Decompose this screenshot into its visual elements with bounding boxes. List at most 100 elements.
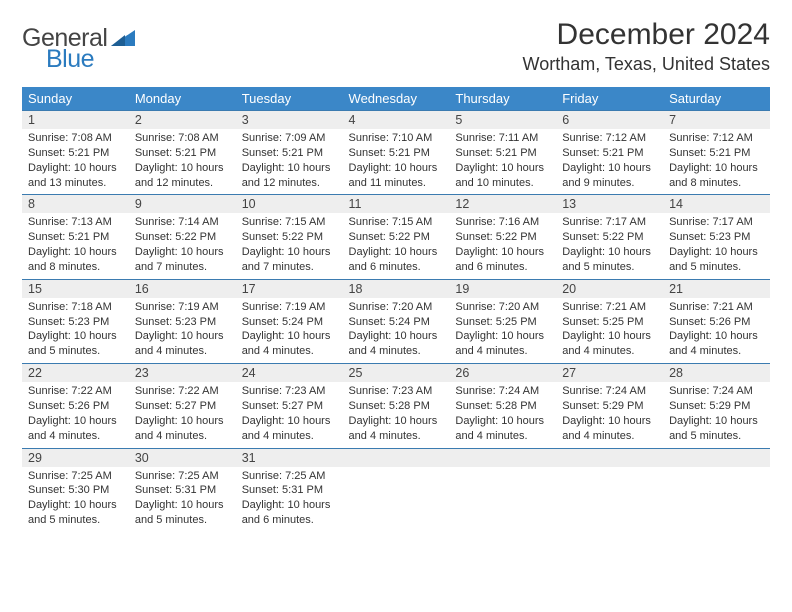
daylight-line: Daylight: 10 hours and 5 minutes. (28, 329, 123, 359)
weekday-header: Tuesday (236, 87, 343, 111)
day-number: 2 (129, 111, 236, 129)
sunrise-line: Sunrise: 7:11 AM (455, 131, 550, 146)
day-body: Sunrise: 7:17 AMSunset: 5:22 PMDaylight:… (556, 213, 663, 278)
sunset-line: Sunset: 5:21 PM (349, 146, 444, 161)
calendar-week-row: 29Sunrise: 7:25 AMSunset: 5:30 PMDayligh… (22, 448, 770, 532)
sunrise-line: Sunrise: 7:18 AM (28, 300, 123, 315)
sunrise-line: Sunrise: 7:13 AM (28, 215, 123, 230)
daylight-line: Daylight: 10 hours and 5 minutes. (135, 498, 230, 528)
sunset-line: Sunset: 5:21 PM (28, 146, 123, 161)
day-number: 27 (556, 364, 663, 382)
day-body: Sunrise: 7:17 AMSunset: 5:23 PMDaylight:… (663, 213, 770, 278)
weekday-header: Wednesday (343, 87, 450, 111)
daylight-line: Daylight: 10 hours and 7 minutes. (135, 245, 230, 275)
sunset-line: Sunset: 5:28 PM (349, 399, 444, 414)
day-number: 10 (236, 195, 343, 213)
sunrise-line: Sunrise: 7:23 AM (242, 384, 337, 399)
calendar-day-cell: 18Sunrise: 7:20 AMSunset: 5:24 PMDayligh… (343, 279, 450, 363)
daylight-line: Daylight: 10 hours and 5 minutes. (28, 498, 123, 528)
daylight-line: Daylight: 10 hours and 4 minutes. (28, 414, 123, 444)
daylight-line: Daylight: 10 hours and 4 minutes. (455, 414, 550, 444)
calendar-empty-cell (556, 448, 663, 532)
day-body: Sunrise: 7:14 AMSunset: 5:22 PMDaylight:… (129, 213, 236, 278)
daylight-line: Daylight: 10 hours and 4 minutes. (135, 414, 230, 444)
calendar-day-cell: 9Sunrise: 7:14 AMSunset: 5:22 PMDaylight… (129, 195, 236, 279)
calendar-day-cell: 20Sunrise: 7:21 AMSunset: 5:25 PMDayligh… (556, 279, 663, 363)
sunset-line: Sunset: 5:22 PM (135, 230, 230, 245)
location: Wortham, Texas, United States (523, 54, 770, 75)
daylight-line: Daylight: 10 hours and 4 minutes. (349, 414, 444, 444)
day-body: Sunrise: 7:08 AMSunset: 5:21 PMDaylight:… (129, 129, 236, 194)
day-body: Sunrise: 7:16 AMSunset: 5:22 PMDaylight:… (449, 213, 556, 278)
calendar-week-row: 8Sunrise: 7:13 AMSunset: 5:21 PMDaylight… (22, 195, 770, 279)
day-body: Sunrise: 7:21 AMSunset: 5:25 PMDaylight:… (556, 298, 663, 363)
logo: General Blue (22, 26, 135, 72)
calendar-day-cell: 12Sunrise: 7:16 AMSunset: 5:22 PMDayligh… (449, 195, 556, 279)
calendar-day-cell: 11Sunrise: 7:15 AMSunset: 5:22 PMDayligh… (343, 195, 450, 279)
calendar-day-cell: 13Sunrise: 7:17 AMSunset: 5:22 PMDayligh… (556, 195, 663, 279)
calendar-day-cell: 27Sunrise: 7:24 AMSunset: 5:29 PMDayligh… (556, 364, 663, 448)
day-number: 14 (663, 195, 770, 213)
sunset-line: Sunset: 5:21 PM (135, 146, 230, 161)
calendar-day-cell: 4Sunrise: 7:10 AMSunset: 5:21 PMDaylight… (343, 111, 450, 195)
calendar-day-cell: 16Sunrise: 7:19 AMSunset: 5:23 PMDayligh… (129, 279, 236, 363)
day-number: 19 (449, 280, 556, 298)
day-number: 31 (236, 449, 343, 467)
sunset-line: Sunset: 5:21 PM (242, 146, 337, 161)
day-number: 7 (663, 111, 770, 129)
calendar-day-cell: 15Sunrise: 7:18 AMSunset: 5:23 PMDayligh… (22, 279, 129, 363)
sunrise-line: Sunrise: 7:12 AM (669, 131, 764, 146)
sunrise-line: Sunrise: 7:20 AM (455, 300, 550, 315)
sunset-line: Sunset: 5:25 PM (562, 315, 657, 330)
sunset-line: Sunset: 5:21 PM (562, 146, 657, 161)
daylight-line: Daylight: 10 hours and 4 minutes. (242, 329, 337, 359)
day-number (343, 449, 450, 467)
sunrise-line: Sunrise: 7:10 AM (349, 131, 444, 146)
calendar-day-cell: 29Sunrise: 7:25 AMSunset: 5:30 PMDayligh… (22, 448, 129, 532)
weekday-header: Sunday (22, 87, 129, 111)
daylight-line: Daylight: 10 hours and 4 minutes. (349, 329, 444, 359)
day-body: Sunrise: 7:21 AMSunset: 5:26 PMDaylight:… (663, 298, 770, 363)
sunrise-line: Sunrise: 7:15 AM (349, 215, 444, 230)
day-body: Sunrise: 7:18 AMSunset: 5:23 PMDaylight:… (22, 298, 129, 363)
calendar-day-cell: 21Sunrise: 7:21 AMSunset: 5:26 PMDayligh… (663, 279, 770, 363)
calendar-day-cell: 30Sunrise: 7:25 AMSunset: 5:31 PMDayligh… (129, 448, 236, 532)
daylight-line: Daylight: 10 hours and 8 minutes. (669, 161, 764, 191)
day-body: Sunrise: 7:25 AMSunset: 5:31 PMDaylight:… (129, 467, 236, 532)
day-body: Sunrise: 7:12 AMSunset: 5:21 PMDaylight:… (663, 129, 770, 194)
calendar-day-cell: 2Sunrise: 7:08 AMSunset: 5:21 PMDaylight… (129, 111, 236, 195)
sunrise-line: Sunrise: 7:08 AM (135, 131, 230, 146)
day-body: Sunrise: 7:23 AMSunset: 5:28 PMDaylight:… (343, 382, 450, 447)
day-number (449, 449, 556, 467)
sunrise-line: Sunrise: 7:19 AM (242, 300, 337, 315)
header: General Blue December 2024 Wortham, Texa… (22, 18, 770, 75)
calendar-week-row: 15Sunrise: 7:18 AMSunset: 5:23 PMDayligh… (22, 279, 770, 363)
day-number: 26 (449, 364, 556, 382)
sunset-line: Sunset: 5:30 PM (28, 483, 123, 498)
calendar-empty-cell (663, 448, 770, 532)
daylight-line: Daylight: 10 hours and 10 minutes. (455, 161, 550, 191)
sunrise-line: Sunrise: 7:17 AM (669, 215, 764, 230)
weekday-header: Monday (129, 87, 236, 111)
daylight-line: Daylight: 10 hours and 4 minutes. (562, 329, 657, 359)
sunset-line: Sunset: 5:28 PM (455, 399, 550, 414)
day-body: Sunrise: 7:11 AMSunset: 5:21 PMDaylight:… (449, 129, 556, 194)
sunset-line: Sunset: 5:31 PM (242, 483, 337, 498)
day-body: Sunrise: 7:24 AMSunset: 5:29 PMDaylight:… (663, 382, 770, 447)
sunrise-line: Sunrise: 7:19 AM (135, 300, 230, 315)
day-body: Sunrise: 7:24 AMSunset: 5:28 PMDaylight:… (449, 382, 556, 447)
calendar-day-cell: 8Sunrise: 7:13 AMSunset: 5:21 PMDaylight… (22, 195, 129, 279)
sunset-line: Sunset: 5:31 PM (135, 483, 230, 498)
daylight-line: Daylight: 10 hours and 8 minutes. (28, 245, 123, 275)
sunset-line: Sunset: 5:25 PM (455, 315, 550, 330)
day-body (663, 467, 770, 517)
sunset-line: Sunset: 5:21 PM (28, 230, 123, 245)
day-number: 23 (129, 364, 236, 382)
sunrise-line: Sunrise: 7:25 AM (135, 469, 230, 484)
daylight-line: Daylight: 10 hours and 6 minutes. (242, 498, 337, 528)
sunset-line: Sunset: 5:29 PM (669, 399, 764, 414)
day-body (343, 467, 450, 517)
sunrise-line: Sunrise: 7:22 AM (28, 384, 123, 399)
day-number: 22 (22, 364, 129, 382)
sunrise-line: Sunrise: 7:24 AM (455, 384, 550, 399)
